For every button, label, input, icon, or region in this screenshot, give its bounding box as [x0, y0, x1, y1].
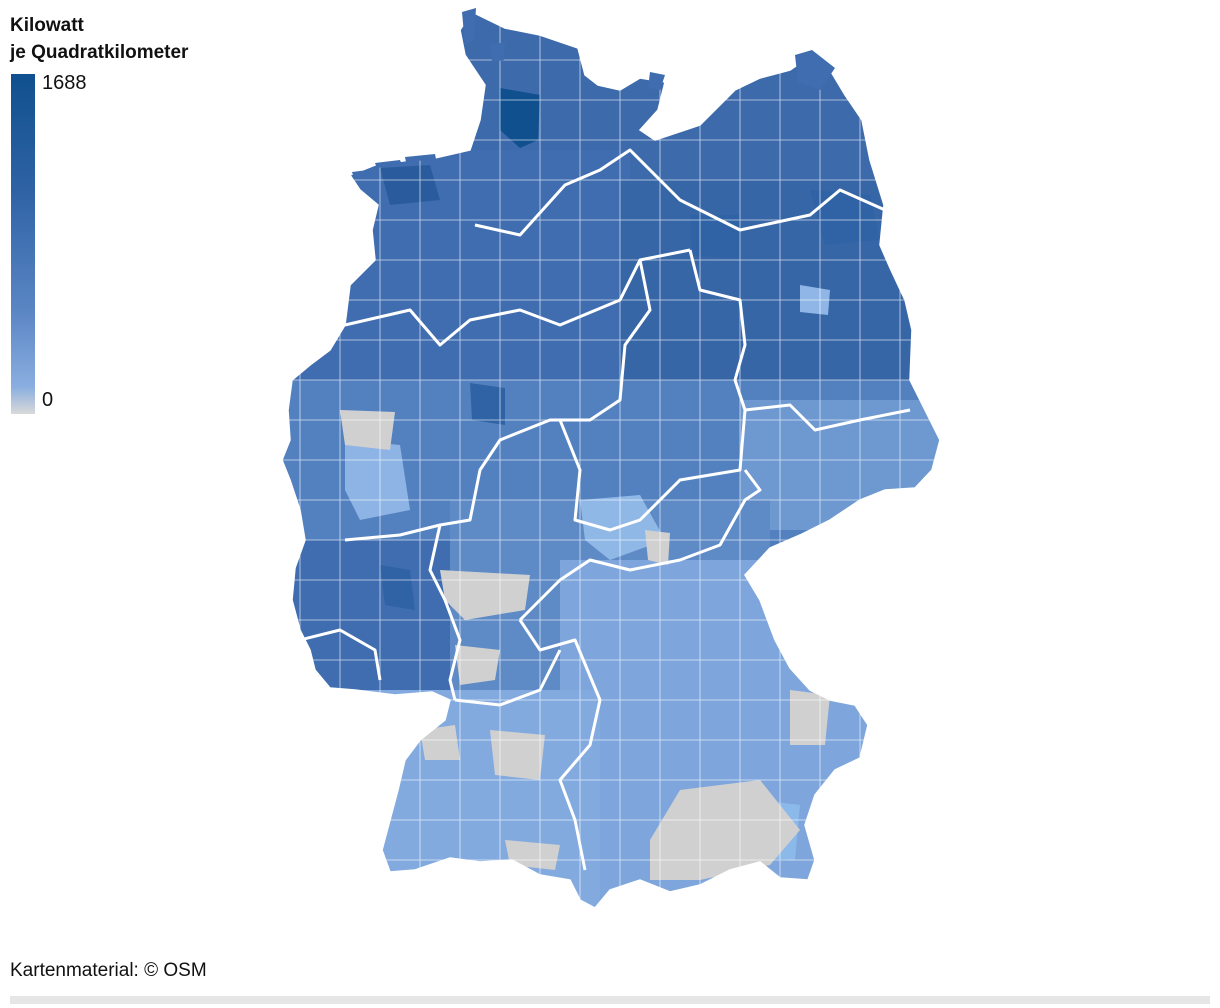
germany-map [281, 8, 941, 909]
island-juist [375, 160, 402, 168]
legend-title-line1: Kilowatt [10, 15, 84, 36]
map-svg [281, 8, 941, 909]
district-nrw-dark [470, 383, 505, 425]
legend-min-label: 0 [42, 389, 54, 411]
district-thuringia-light [580, 495, 665, 560]
no-data-mannheim [455, 645, 500, 685]
island-fehmarn [648, 72, 665, 90]
legend-max-label: 1688 [42, 72, 87, 94]
island-sylt [462, 8, 476, 45]
island-ruegen [795, 50, 835, 90]
district-rlp-dark [380, 565, 415, 610]
no-data-regensburg [790, 690, 830, 745]
islands [352, 8, 835, 178]
island-norderney [405, 154, 436, 162]
no-data-bodensee [505, 840, 560, 870]
no-data-stuttgart [490, 730, 545, 780]
region-northwest [282, 150, 630, 410]
state-borders [299, 148, 911, 871]
region-bw [360, 690, 600, 908]
district-prignitz [690, 215, 740, 258]
footer-bar [10, 996, 1210, 1004]
district-ostfriesland [380, 165, 440, 205]
no-data-karlsruhe [420, 725, 460, 760]
district-cologne-light [345, 440, 410, 520]
island-borkum [352, 170, 370, 178]
island-foehr [490, 42, 505, 62]
no-data-frankfurt [440, 570, 530, 620]
legend-color-scale [11, 74, 35, 414]
legend-title-line2: je Quadratkilometer [10, 42, 189, 63]
no-data-erfurt [645, 530, 670, 565]
map-regions [282, 12, 940, 908]
no-data-ruhr [340, 410, 395, 450]
no-data-munich [650, 780, 800, 880]
district-max [500, 88, 540, 148]
legend-title: Kilowatt je Quadratkilometer [10, 12, 188, 66]
district-uckermark [810, 190, 880, 245]
map-credit: Kartenmaterial: © OSM [10, 960, 207, 981]
